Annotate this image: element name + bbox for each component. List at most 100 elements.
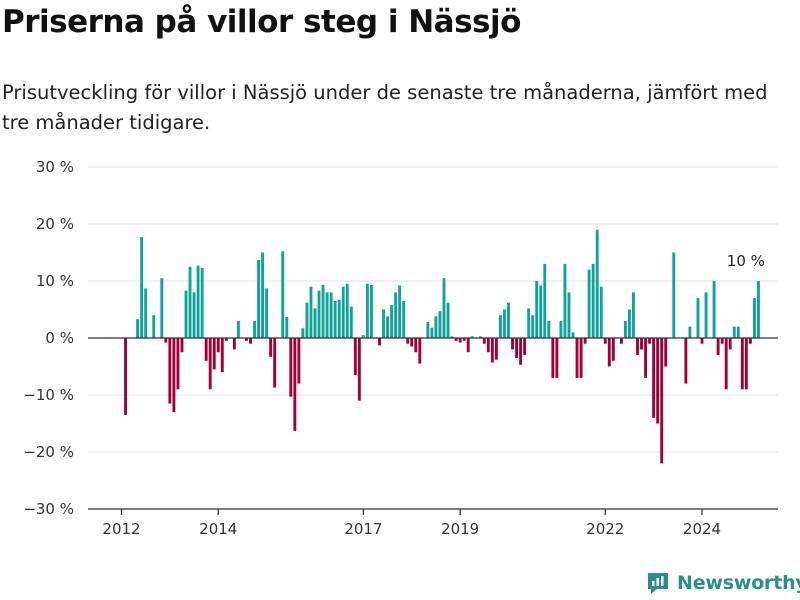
bar <box>756 281 760 338</box>
bar <box>579 338 583 378</box>
bar <box>490 338 494 363</box>
bar <box>136 319 140 338</box>
bar <box>623 320 627 338</box>
bar <box>305 302 309 338</box>
bar <box>716 338 720 356</box>
bar <box>515 338 519 358</box>
bar <box>297 338 301 384</box>
bar <box>325 292 329 338</box>
bar <box>216 338 220 353</box>
bars <box>124 229 760 464</box>
bar <box>660 338 664 464</box>
bar <box>559 320 563 338</box>
bar <box>611 338 615 361</box>
bar <box>224 338 228 341</box>
bar <box>599 286 603 338</box>
bar <box>752 298 756 338</box>
bar <box>555 338 559 378</box>
bar <box>333 300 337 338</box>
bar <box>172 338 176 413</box>
bar <box>563 263 567 338</box>
bar <box>329 292 333 338</box>
bar <box>591 263 595 338</box>
bar <box>482 338 486 344</box>
tick-labels: −30 % −20 % −10 % 0 % 10 % 20 % 30 % 2012 2014 20… <box>23 158 765 538</box>
bar <box>539 285 543 338</box>
bar <box>736 326 740 338</box>
bar <box>700 338 704 344</box>
bar <box>728 338 732 350</box>
bar <box>180 338 184 353</box>
bar <box>345 283 349 338</box>
bar <box>365 283 369 338</box>
bar <box>168 338 172 404</box>
bar <box>289 338 293 397</box>
bar <box>406 338 410 344</box>
bar <box>603 338 607 344</box>
bar <box>446 302 450 338</box>
bar <box>648 338 652 344</box>
bar <box>152 315 156 338</box>
bar <box>535 281 539 338</box>
brand-name: Newsworthy <box>677 572 800 594</box>
bar <box>583 338 587 344</box>
bar <box>503 309 506 338</box>
bar <box>434 316 438 338</box>
bar <box>664 338 668 367</box>
bar <box>426 322 430 338</box>
bar <box>281 251 285 338</box>
bar <box>164 338 168 343</box>
bar <box>704 292 708 338</box>
bar <box>317 290 321 338</box>
bar <box>627 309 631 338</box>
bar <box>507 302 510 338</box>
bar <box>301 328 305 338</box>
bar <box>684 338 688 384</box>
bar <box>523 338 527 356</box>
x-tick-label: 2012 <box>102 520 140 538</box>
bar <box>402 300 406 338</box>
bar <box>176 338 180 390</box>
bar <box>744 338 748 390</box>
bar <box>619 338 623 344</box>
bar <box>192 292 196 338</box>
bar <box>462 338 466 341</box>
x-tick-label: 2024 <box>683 520 721 538</box>
bar <box>382 309 385 338</box>
bar <box>470 336 474 338</box>
bar <box>204 338 208 361</box>
bar <box>369 284 373 338</box>
bar <box>486 338 490 353</box>
chart-subtitle: Prisutveckling för villor i Nässjö under… <box>2 81 768 134</box>
bar <box>253 320 256 338</box>
chart-title: Priserna på villor steg i Nässjö <box>2 4 521 40</box>
newsworthy-logo-icon <box>648 573 668 594</box>
bar <box>212 338 216 370</box>
bar <box>430 327 434 338</box>
newsworthy-brand: Newsworthy <box>645 568 800 598</box>
bar <box>269 338 273 357</box>
y-tick-label: 10 % <box>36 272 74 290</box>
bar <box>386 316 390 338</box>
bar <box>357 338 361 401</box>
bar <box>394 292 398 338</box>
bar <box>712 281 716 338</box>
x-tick-label: 2022 <box>586 520 624 538</box>
bar <box>607 338 611 367</box>
y-tick-label: −30 % <box>23 500 74 518</box>
bar <box>188 266 192 338</box>
bar <box>184 290 188 338</box>
bar <box>200 267 204 338</box>
bar <box>293 338 297 431</box>
bar <box>321 284 325 338</box>
bar <box>124 338 127 415</box>
bar <box>595 229 599 338</box>
bar <box>140 237 144 338</box>
bar <box>724 338 728 390</box>
bar <box>265 288 269 338</box>
bar <box>720 338 724 344</box>
bar <box>575 338 579 378</box>
bar <box>696 298 700 338</box>
bar <box>450 336 454 338</box>
